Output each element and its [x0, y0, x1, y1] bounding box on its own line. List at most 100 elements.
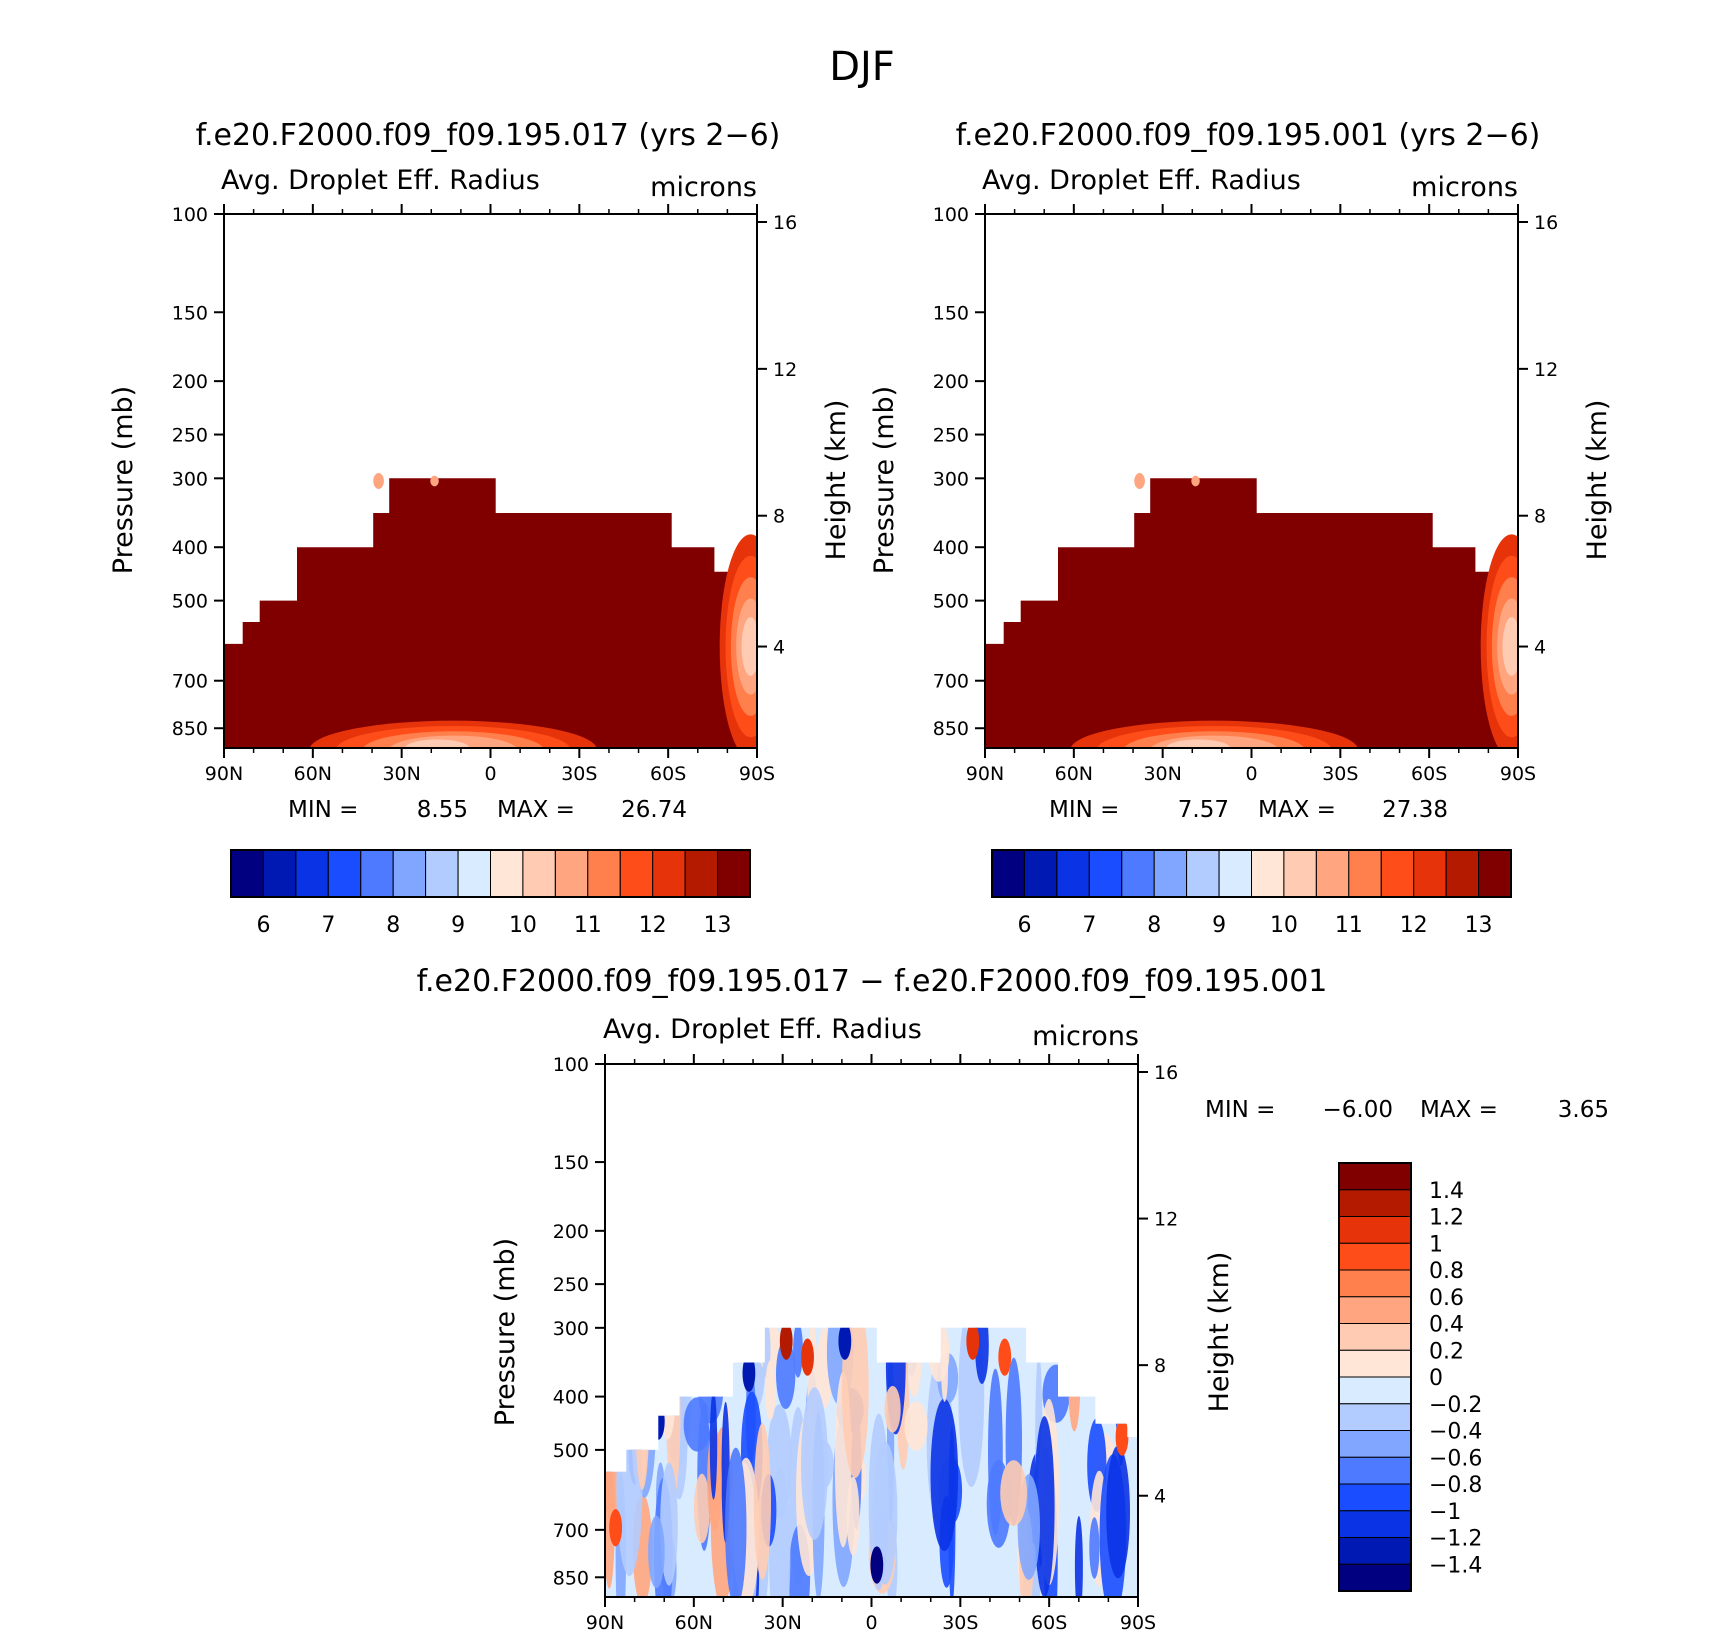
difference-extreme: [779, 1327, 793, 1360]
colorbar-box: [490, 849, 524, 898]
colorbar-box: [1338, 1510, 1412, 1539]
plot-frame: 90N 60N 30N 0 30S 60S 90S 100 150 200 250 300 400 500…: [172, 204, 797, 785]
difference-streak: [648, 1515, 665, 1589]
x-tick-label: 90N: [205, 763, 243, 785]
x-tick-label: 90S: [1120, 1612, 1156, 1633]
y-axis-label-right: Height (km): [1204, 1252, 1235, 1413]
colorbar-box: [1338, 1162, 1412, 1191]
min-label: MIN =: [288, 797, 358, 823]
x-tick-label: 30N: [382, 763, 420, 785]
x-tick-label: 60S: [650, 763, 686, 785]
difference-streak: [928, 1327, 950, 1382]
colorbar-box: [1338, 1456, 1412, 1485]
difference-extreme: [966, 1327, 980, 1360]
difference-extreme: [870, 1546, 884, 1584]
colorbar-box: [717, 849, 751, 898]
x-tick-label: 90N: [586, 1612, 624, 1633]
variable-name: Avg. Droplet Eff. Radius: [603, 1014, 922, 1045]
colorbar-box: [684, 849, 718, 898]
colorbar-box: [1023, 849, 1058, 898]
y-tick-label: 700: [553, 1520, 589, 1542]
colorbar-label: 0: [1429, 1366, 1443, 1391]
colorbar-label: 12: [1400, 913, 1428, 938]
difference-streak: [930, 1398, 959, 1552]
colorbar-box: [1338, 1483, 1412, 1512]
difference-streak: [907, 1327, 922, 1398]
colorbar-box: [1121, 849, 1155, 898]
colorbar-label: 1.2: [1429, 1206, 1464, 1231]
colorbar-label: 8: [1147, 913, 1161, 938]
surface-warm-core: [405, 739, 470, 748]
x-tick-label: 0: [484, 763, 496, 785]
y-axis-label: Pressure (mb): [869, 386, 900, 574]
colorbar-label: −0.4: [1429, 1420, 1482, 1445]
variable-name: Avg. Droplet Eff. Radius: [221, 165, 540, 196]
colorbar-border: [230, 849, 751, 898]
units-label: microns: [1411, 172, 1518, 203]
y-tick-label: 300: [172, 468, 208, 490]
min-value: −6.00: [1323, 1097, 1393, 1123]
colorbar-box: [1380, 849, 1415, 898]
colorbar-label: 7: [1082, 913, 1096, 938]
x-tick-label: 0: [1245, 763, 1257, 785]
colorbar-box: [1088, 849, 1123, 898]
y-axis-label: Pressure (mb): [490, 1238, 521, 1426]
x-tick-label: 30S: [561, 763, 597, 785]
units-label: microns: [650, 172, 757, 203]
difference-extreme: [998, 1338, 1012, 1376]
y-tick-label: 100: [172, 204, 208, 226]
height-tick-label: 4: [773, 637, 785, 659]
difference-streak: [904, 1401, 928, 1451]
difference-streak: [1068, 1338, 1081, 1432]
x-tick-label: 90S: [1500, 763, 1536, 785]
height-tick-label: 4: [1534, 637, 1546, 659]
difference-streak: [618, 1353, 642, 1409]
y-tick-label: 700: [933, 671, 969, 693]
difference-streak: [1000, 1460, 1027, 1526]
y-tick-label: 150: [172, 302, 208, 324]
colorbar-label: 11: [1335, 913, 1363, 938]
panel-title: f.e20.F2000.f09_f09.195.017 (yrs 2−6): [196, 118, 781, 153]
max-value: 27.38: [1382, 797, 1448, 823]
panel-title: f.e20.F2000.f09_f09.195.017 − f.e20.F200…: [417, 964, 1328, 999]
y-tick-label: 200: [933, 371, 969, 393]
difference-streak: [801, 1387, 828, 1540]
colorbar-box: [1315, 849, 1350, 898]
colorbar-box: [1056, 849, 1090, 898]
cloud-field: [224, 478, 757, 748]
colorbar-label: 6: [256, 913, 270, 938]
height-tick-label: 16: [1154, 1062, 1178, 1084]
colorbar-label: 11: [574, 913, 602, 938]
colorbar-box: [1338, 1269, 1412, 1298]
difference-streak: [635, 1327, 650, 1490]
colorbar-box: [1338, 1537, 1412, 1565]
y-tick-label: 150: [553, 1152, 589, 1174]
colorbar-label: 12: [639, 913, 667, 938]
difference-streak: [643, 1359, 659, 1409]
colorbar: 6 7 8 9 10 11 12 13: [991, 849, 1512, 938]
colorbar-box: [230, 849, 264, 898]
surface-warm-band: [389, 735, 517, 748]
difference-streak: [694, 1473, 710, 1544]
difference-streak: [776, 1339, 796, 1409]
polar-plume: [741, 617, 757, 676]
colorbar-label: 6: [1017, 913, 1031, 938]
max-label: MAX =: [1258, 797, 1336, 823]
height-tick-label: 12: [1534, 359, 1558, 381]
colorbar-box: [1251, 849, 1285, 898]
colorbar-box: [1445, 849, 1479, 898]
y-axis-label-right: Height (km): [1582, 400, 1613, 561]
colorbar-box: [1413, 849, 1447, 898]
x-tick-label: 30N: [1143, 763, 1181, 785]
field-area: [605, 1327, 1138, 1597]
y-tick-label: 500: [933, 591, 969, 613]
colorbar-box: [1338, 1216, 1412, 1244]
height-tick-label: 12: [1154, 1209, 1178, 1231]
y-tick-label: 700: [172, 671, 208, 693]
colorbar-box: [619, 849, 654, 898]
colorbar-label: 8: [386, 913, 400, 938]
x-tick-label: 60N: [294, 763, 332, 785]
y-tick-label: 850: [172, 718, 208, 740]
